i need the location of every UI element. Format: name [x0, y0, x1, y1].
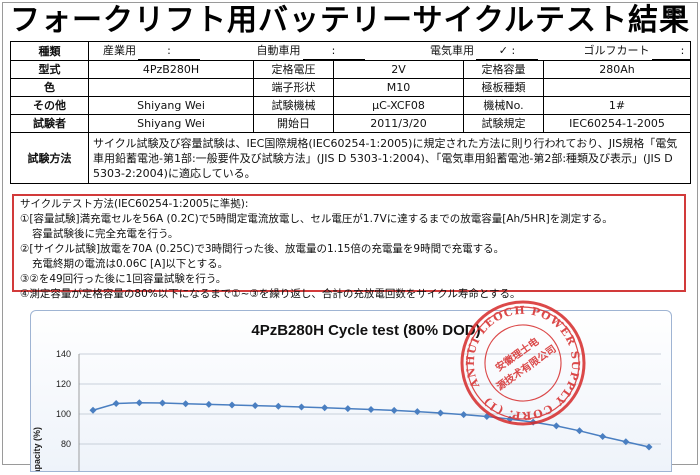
other-value: Shiyang Wei: [88, 96, 254, 115]
standard-label: 試験規定: [463, 114, 544, 133]
page-number: P3: [666, 8, 682, 23]
y-tick-label: 140: [56, 349, 71, 359]
procedure-heading: サイクルテスト方法(IEC60254-1:2005に準拠):: [20, 198, 249, 210]
data-point: [622, 438, 630, 446]
svg-text:ANHUI LEOCH POWER SUPPLY CORP.: ANHUI LEOCH POWER SUPPLY CORP. (1): [458, 298, 588, 428]
rated-capacity-label: 定格容量: [463, 60, 544, 79]
spec-table: 種類 産業用: 自動車用: 電気車用 ✓ : ゴルフカート: 型式 4PzB280…: [10, 41, 692, 184]
procedure-line: ③②を49回行った後に1回容量試験を行う。: [20, 273, 227, 285]
tester-value: Shiyang Wei: [88, 114, 254, 133]
machine-no-value: 1#: [542, 96, 692, 115]
model-row: 型式 4PzB280H 定格電圧 2V 定格容量 280Ah: [10, 60, 692, 79]
terminal-value: M10: [333, 78, 464, 97]
data-point: [298, 403, 305, 411]
chart-title: 4PzB280H Cycle test (80% DOD): [251, 322, 480, 339]
procedure-line: 充電終期の電流は0.06C [A]以下とする。: [32, 258, 229, 270]
type-automotive: 自動車用:: [257, 43, 427, 60]
tester-row: 試験者 Shiyang Wei 開始日 2011/3/20 試験規定 IEC60…: [10, 114, 692, 133]
data-point: [205, 400, 213, 408]
type-row: 種類 産業用: 自動車用: 電気車用 ✓ : ゴルフカート:: [10, 41, 692, 61]
data-point: [413, 408, 421, 416]
machine-no-label: 機械No.: [463, 96, 544, 115]
type-industrial: 産業用:: [103, 43, 253, 60]
data-point: [135, 399, 143, 407]
company-seal: ANHUI LEOCH POWER SUPPLY CORP. (1) 安徽理士电…: [458, 298, 588, 428]
cycle-test-procedure: サイクルテスト方法(IEC60254-1:2005に準拠): ①[容量試験]満充…: [12, 194, 686, 300]
color-label: 色: [10, 78, 89, 97]
type-options: 産業用: 自動車用: 電気車用 ✓ : ゴルフカート:: [87, 41, 692, 61]
chart-svg: 4PzB280H Cycle test (80% DOD) 80 100 120 14…: [32, 322, 661, 475]
data-point: [89, 406, 97, 414]
data-point: [182, 400, 190, 408]
procedure-line: 容量試験後に完全充電を行う。: [32, 228, 179, 240]
start-label: 開始日: [253, 114, 334, 133]
page-title: フォークリフト用バッテリーサイクルテスト結果: [10, 3, 690, 38]
data-point: [251, 402, 259, 410]
method-row: 試験方法 サイクル試験及び容量試験は、IEC国際規格(IEC60254-1:20…: [10, 132, 692, 184]
data-point: [390, 406, 398, 414]
method-label: 試験方法: [10, 132, 89, 184]
machine-value: μC-XCF08: [333, 96, 464, 115]
type-electric-vehicle: 電気車用 ✓ :: [430, 43, 580, 60]
rated-voltage-value: 2V: [333, 60, 464, 79]
y-tick-label: 100: [56, 409, 71, 419]
color-row: 色 端子形状 M10 極板種類: [10, 78, 692, 97]
data-point: [321, 404, 329, 412]
model-label: 型式: [10, 60, 89, 79]
procedure-line: ①[容量試験]満充電セルを56A (0.2C)で5時間定電流放電し、セル電圧が1…: [20, 213, 613, 225]
other-label: その他: [10, 96, 89, 115]
y-tick-label: 120: [56, 379, 71, 389]
data-point: [344, 405, 352, 413]
standard-value: IEC60254-1-2005: [542, 114, 692, 133]
plate-value: [542, 78, 692, 97]
data-point: [159, 399, 166, 407]
data-point: [437, 409, 444, 417]
data-point: [228, 401, 236, 409]
color-value: [88, 78, 254, 97]
type-golf-cart: ゴルフカート:: [584, 43, 690, 60]
data-point: [599, 433, 607, 440]
procedure-line: ②[サイクル試験]放電を70A (0.25C)で3時間行った後、放電量の1.15…: [20, 243, 505, 255]
procedure-line: ④測定容量が定格容量の80%以下になるまで①~③を繰り返し、合計の充放電回数をサ…: [20, 288, 521, 300]
data-point: [367, 406, 375, 413]
start-value: 2011/3/20: [333, 114, 464, 133]
model-value: 4PzB280H: [88, 60, 254, 79]
type-label: 種類: [10, 41, 89, 61]
rated-voltage-label: 定格電圧: [253, 60, 334, 79]
method-text: サイクル試験及び容量試験は、IEC国際規格(IEC60254-1:2005)に規…: [87, 132, 692, 184]
cycle-test-chart: 4PzB280H Cycle test (80% DOD) 80 100 120 14…: [30, 310, 672, 475]
data-point: [576, 427, 583, 435]
data-point: [483, 413, 491, 421]
tester-label: 試験者: [10, 114, 89, 133]
y-tick-label: 80: [61, 439, 71, 449]
data-point: [112, 400, 120, 407]
terminal-label: 端子形状: [253, 78, 334, 97]
machine-label: 試験機械: [253, 96, 334, 115]
plate-label: 極板種類: [463, 78, 544, 97]
data-point: [645, 443, 653, 451]
y-axis-label: Capacity (%): [32, 427, 42, 471]
rated-capacity-value: 280Ah: [542, 60, 692, 79]
other-row: その他 Shiyang Wei 試験機械 μC-XCF08 機械No. 1#: [10, 96, 692, 115]
data-point: [552, 422, 560, 430]
data-point: [274, 402, 282, 410]
data-point: [460, 411, 468, 419]
